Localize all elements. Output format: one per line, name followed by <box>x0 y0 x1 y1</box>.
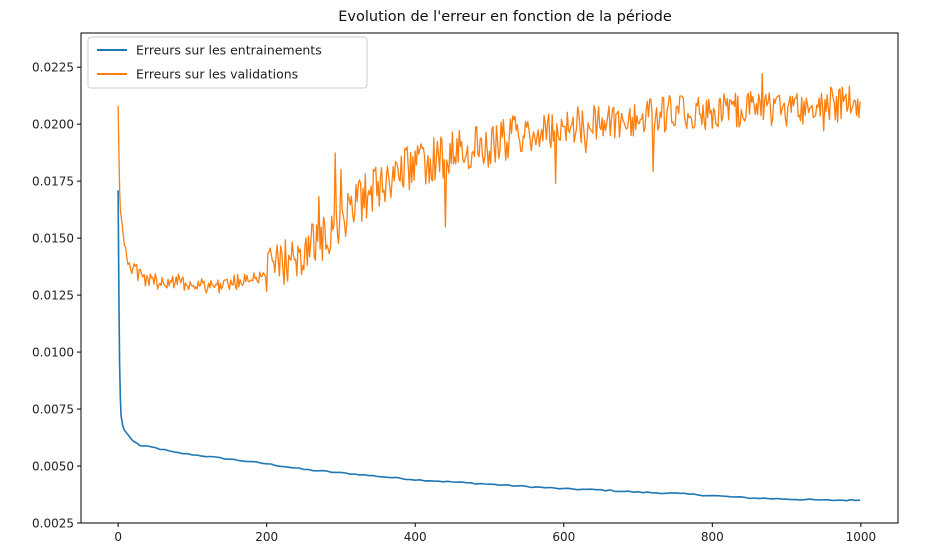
legend-box <box>87 36 368 89</box>
plot-area <box>80 32 899 524</box>
series-line-train <box>117 190 861 502</box>
x-tick-label: 600 <box>552 530 575 544</box>
x-tick-label: 400 <box>404 530 427 544</box>
x-tick-label: 0 <box>114 530 122 544</box>
y-tick-label: 0.0175 <box>32 175 74 189</box>
x-axis: 0 200 400 600 800 1000 <box>114 523 876 544</box>
legend: Erreurs sur les entrainements Erreurs su… <box>87 36 368 89</box>
series-line-validation <box>117 72 861 294</box>
y-tick-label: 0.0225 <box>32 61 74 75</box>
y-tick-label: 0.0200 <box>32 118 74 132</box>
y-tick-label: 0.0050 <box>32 460 74 474</box>
y-tick-label: 0.0075 <box>32 403 74 417</box>
y-tick-label: 0.0025 <box>32 517 74 531</box>
y-tick-label: 0.0125 <box>32 289 74 303</box>
series-layer <box>117 72 861 502</box>
x-tick-label: 200 <box>255 530 278 544</box>
legend-label-validation: Erreurs sur les validations <box>136 67 298 82</box>
chart-title: Evolution de l'erreur en fonction de la … <box>338 9 672 25</box>
legend-label-train: Erreurs sur les entrainements <box>136 43 322 58</box>
x-tick-label: 1000 <box>846 530 877 544</box>
y-tick-label: 0.0100 <box>32 346 74 360</box>
y-tick-label: 0.0150 <box>32 232 74 246</box>
y-axis: 0.0025 0.0050 0.0075 0.0100 0.0125 0.0150 0.01… <box>32 61 81 531</box>
x-tick-label: 800 <box>701 530 724 544</box>
